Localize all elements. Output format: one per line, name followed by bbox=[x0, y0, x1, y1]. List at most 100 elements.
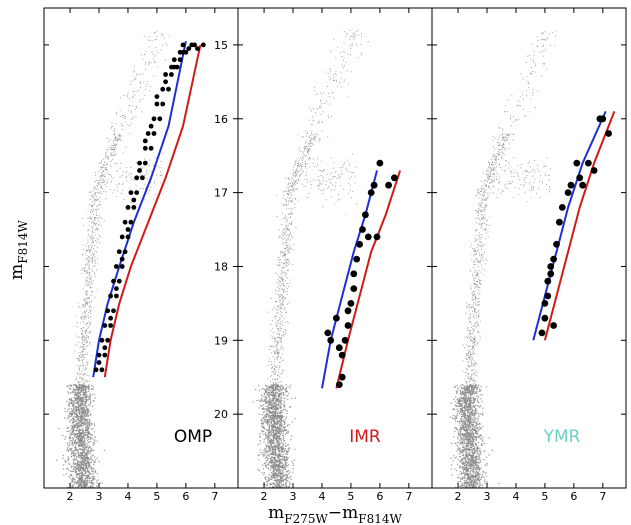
background-star bbox=[79, 392, 81, 394]
background-star bbox=[92, 388, 94, 390]
background-star bbox=[102, 165, 104, 167]
background-star bbox=[84, 339, 86, 341]
background-star bbox=[262, 464, 264, 466]
background-star bbox=[83, 387, 85, 389]
background-star bbox=[80, 380, 82, 382]
background-star bbox=[81, 451, 84, 453]
background-star bbox=[115, 153, 117, 155]
background-star bbox=[82, 304, 84, 306]
background-star bbox=[296, 168, 298, 170]
background-star bbox=[308, 150, 310, 152]
background-star bbox=[281, 491, 282, 492]
background-star bbox=[98, 162, 100, 164]
background-star bbox=[90, 280, 92, 282]
background-star bbox=[282, 484, 284, 486]
background-star bbox=[277, 336, 279, 338]
background-star bbox=[85, 280, 87, 282]
background-star bbox=[304, 130, 306, 132]
background-star bbox=[82, 347, 85, 349]
background-star bbox=[92, 438, 94, 440]
background-star bbox=[93, 223, 95, 225]
background-star bbox=[309, 146, 311, 148]
background-star bbox=[285, 428, 287, 431]
background-star bbox=[87, 362, 89, 364]
background-star bbox=[153, 182, 155, 184]
background-star bbox=[317, 121, 319, 123]
background-star bbox=[282, 238, 284, 241]
background-star bbox=[268, 412, 271, 414]
background-star bbox=[68, 417, 70, 419]
background-star bbox=[284, 228, 286, 230]
background-star bbox=[344, 65, 346, 67]
background-star bbox=[126, 180, 128, 182]
background-star bbox=[297, 166, 299, 168]
background-star bbox=[320, 175, 322, 177]
background-star bbox=[321, 121, 323, 123]
background-star bbox=[352, 35, 355, 37]
background-star bbox=[286, 491, 287, 492]
background-star bbox=[95, 209, 97, 211]
background-star bbox=[280, 431, 283, 434]
background-star bbox=[280, 251, 282, 253]
selected-star bbox=[125, 227, 131, 232]
background-star bbox=[116, 186, 118, 188]
background-star bbox=[267, 395, 269, 398]
background-star bbox=[280, 293, 283, 295]
background-star bbox=[325, 180, 327, 182]
background-star bbox=[265, 432, 267, 434]
background-star bbox=[274, 289, 277, 291]
background-star bbox=[77, 483, 80, 485]
selected-star bbox=[160, 101, 166, 107]
background-star bbox=[88, 452, 90, 454]
background-star bbox=[260, 420, 262, 422]
background-star bbox=[78, 355, 80, 357]
background-star bbox=[85, 485, 87, 487]
selected-star bbox=[128, 219, 134, 225]
background-star bbox=[269, 345, 271, 347]
background-star bbox=[262, 416, 265, 419]
background-star bbox=[351, 172, 353, 174]
background-star bbox=[93, 460, 95, 462]
background-star bbox=[309, 180, 311, 182]
background-star bbox=[286, 290, 288, 292]
background-star bbox=[150, 85, 152, 88]
background-star bbox=[133, 76, 135, 78]
background-star bbox=[74, 390, 76, 392]
background-star bbox=[86, 327, 88, 329]
background-star bbox=[74, 435, 76, 437]
background-star bbox=[270, 475, 272, 477]
background-star bbox=[72, 428, 75, 430]
background-star bbox=[285, 466, 287, 468]
background-star bbox=[279, 470, 281, 473]
background-star bbox=[109, 139, 111, 141]
background-star bbox=[94, 273, 96, 275]
background-star bbox=[292, 249, 294, 251]
background-star bbox=[77, 422, 79, 425]
background-star bbox=[81, 491, 82, 492]
background-star bbox=[266, 485, 269, 487]
background-star bbox=[80, 449, 83, 451]
background-star bbox=[284, 214, 286, 216]
background-star bbox=[83, 475, 85, 477]
background-star bbox=[283, 493, 284, 494]
background-star bbox=[109, 164, 111, 166]
background-star bbox=[285, 493, 286, 494]
background-star bbox=[144, 183, 146, 185]
background-star bbox=[291, 186, 293, 188]
background-star bbox=[289, 213, 291, 215]
background-star bbox=[268, 425, 271, 427]
background-star bbox=[110, 181, 112, 183]
background-star bbox=[273, 367, 275, 370]
background-star bbox=[273, 418, 275, 420]
background-star bbox=[277, 319, 279, 322]
background-star bbox=[294, 448, 296, 451]
background-star bbox=[89, 465, 92, 467]
selected-star bbox=[102, 352, 108, 358]
background-star bbox=[96, 211, 98, 213]
background-star bbox=[83, 434, 85, 436]
background-star bbox=[287, 259, 289, 261]
background-star bbox=[273, 408, 276, 410]
background-star bbox=[267, 419, 269, 421]
background-star bbox=[88, 321, 90, 323]
background-star bbox=[99, 221, 101, 223]
